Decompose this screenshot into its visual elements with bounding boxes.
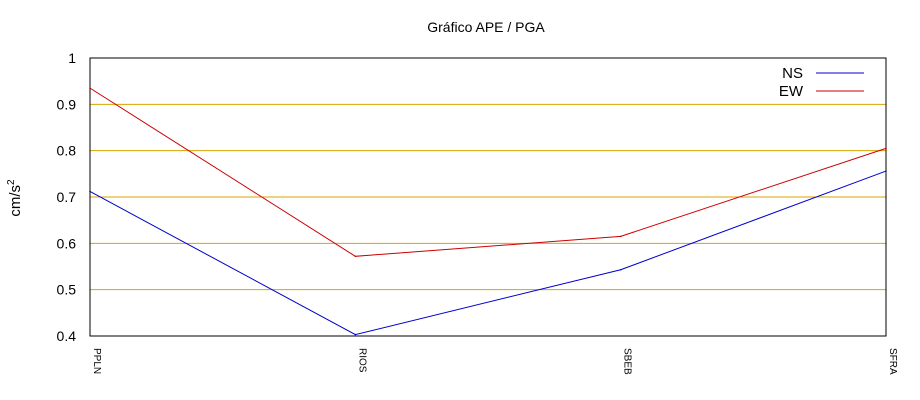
x-tick-label: RIOS: [356, 348, 367, 373]
y-tick-label: 0.5: [57, 282, 77, 298]
y-axis-ticks: 0.4 0.5 0.6 0.7 0.8 0.9 1: [57, 50, 77, 344]
y-tick-label: 0.7: [57, 189, 77, 205]
y-axis-label: cm/s2: [6, 179, 24, 217]
x-tick-label: PPLN: [91, 348, 102, 374]
y-tick-label: 0.8: [57, 143, 77, 159]
y-tick-label: 0.6: [57, 235, 77, 251]
data-point-ew: [89, 87, 91, 89]
legend-label-ew: EW: [779, 83, 804, 100]
y-axis-label-superscript: 2: [6, 179, 17, 185]
data-point-ew: [354, 255, 357, 258]
data-point-ns: [354, 333, 357, 336]
series-line-ns: [89, 170, 887, 336]
x-axis-ticks: PPLN RIOS SBEB SFRA: [91, 348, 898, 375]
data-point-ew: [885, 147, 887, 150]
y-axis-label-text: cm/s: [7, 185, 24, 217]
plot-frame: [89, 57, 887, 337]
x-tick-label: SFRA: [887, 348, 898, 375]
data-point-ew: [619, 235, 622, 238]
legend-label-ns: NS: [782, 65, 803, 82]
y-tick-label: 0.4: [57, 328, 77, 344]
series-lines: [89, 87, 887, 336]
y-tick-label: 0.9: [57, 96, 77, 112]
grid-lines: [90, 103, 886, 291]
data-point-ns: [89, 190, 91, 193]
x-tick-label: SBEB: [622, 348, 633, 375]
series-line-ew: [89, 87, 887, 257]
data-point-ns: [619, 268, 622, 271]
y-tick-label: 1: [68, 50, 76, 66]
chart-title: Gráfico APE / PGA: [427, 19, 545, 35]
data-point-ns: [885, 170, 887, 172]
